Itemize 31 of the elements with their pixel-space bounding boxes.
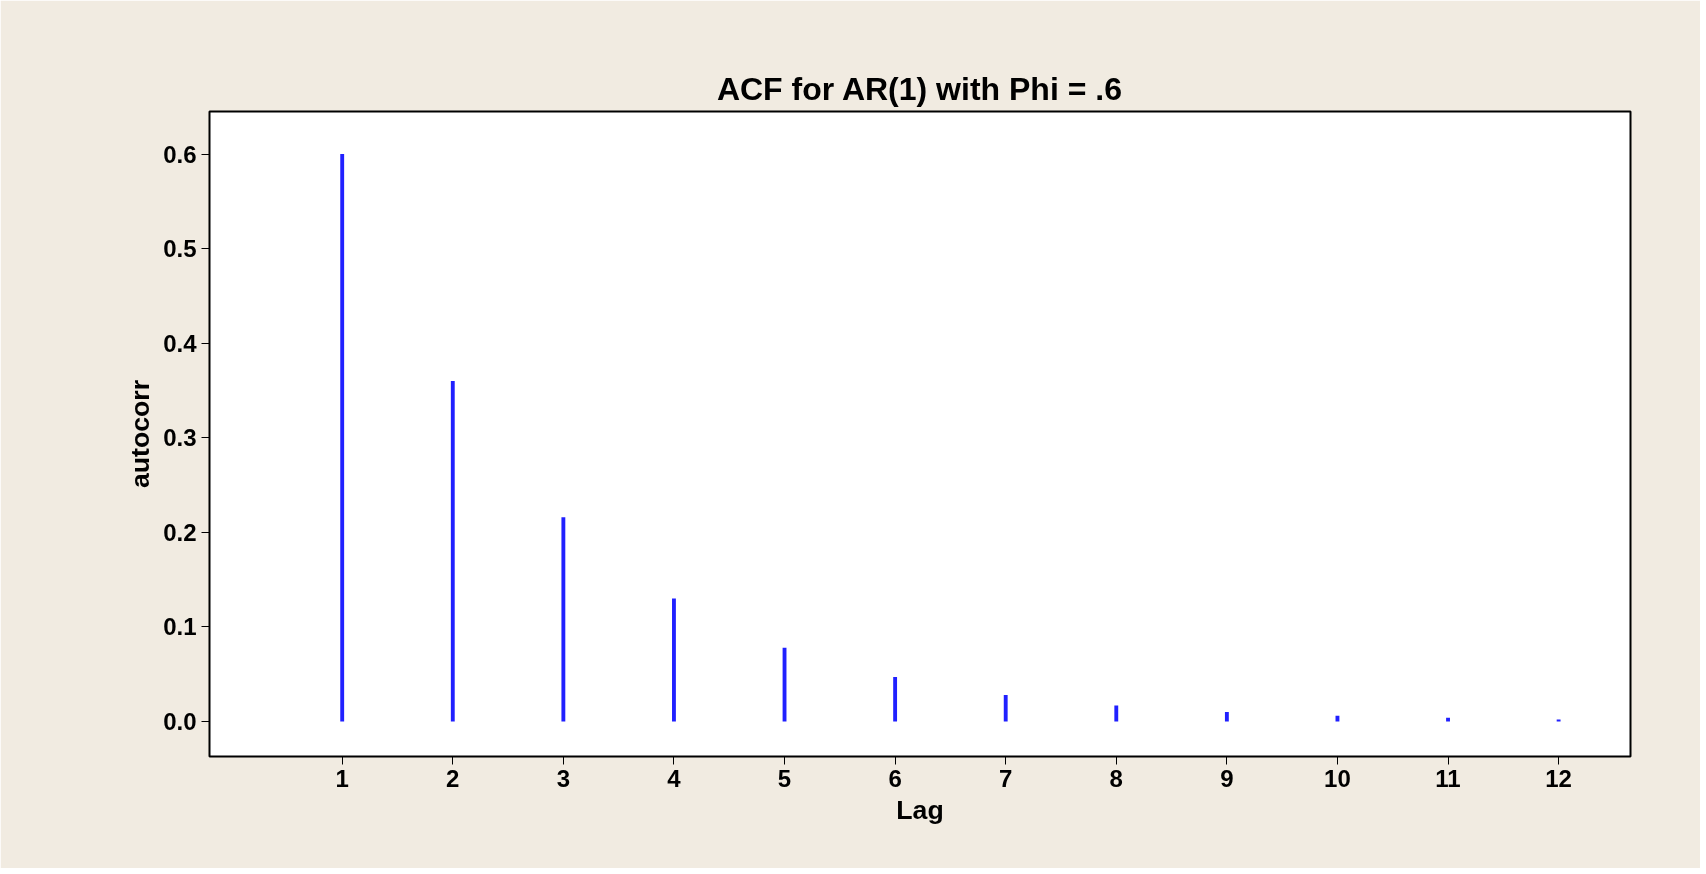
bar (1224, 712, 1229, 722)
x-tick-label: 7 (999, 764, 1013, 792)
x-tick-label: 10 (1324, 764, 1351, 792)
bar (450, 381, 455, 722)
bar (893, 677, 898, 722)
x-tick-label: 11 (1435, 764, 1461, 792)
x-tick-label: 9 (1220, 764, 1234, 792)
y-tick-label: 0.3 (163, 424, 197, 452)
chart-title: ACF for AR(1) with Phi = .6 (716, 70, 1122, 107)
x-tick-label: 6 (888, 764, 902, 792)
bar (1114, 705, 1119, 722)
y-axis-title: autocorr (125, 379, 156, 489)
bar (672, 598, 676, 722)
x-tick-label: 1 (335, 764, 349, 792)
bar (561, 517, 566, 722)
x-tick-label: 4 (667, 764, 682, 792)
x-tick-label: 8 (1109, 764, 1123, 792)
bar (340, 154, 345, 722)
x-axis-title: Lag (896, 794, 944, 825)
y-tick-label: 0.2 (163, 518, 197, 546)
bar (1446, 717, 1450, 722)
x-tick-label: 5 (777, 764, 792, 792)
x-tick-label: 12 (1545, 764, 1572, 792)
x-tick-label: 3 (556, 764, 571, 792)
y-tick-label: 0.6 (163, 140, 197, 168)
y-tick-label: 0.1 (163, 613, 197, 641)
y-tick-label: 0.5 (163, 235, 197, 263)
y-tick-label: 0.4 (163, 329, 198, 357)
x-tick-label: 2 (446, 764, 460, 792)
y-tick-label: 0.0 (163, 708, 197, 736)
bar (1003, 695, 1008, 722)
